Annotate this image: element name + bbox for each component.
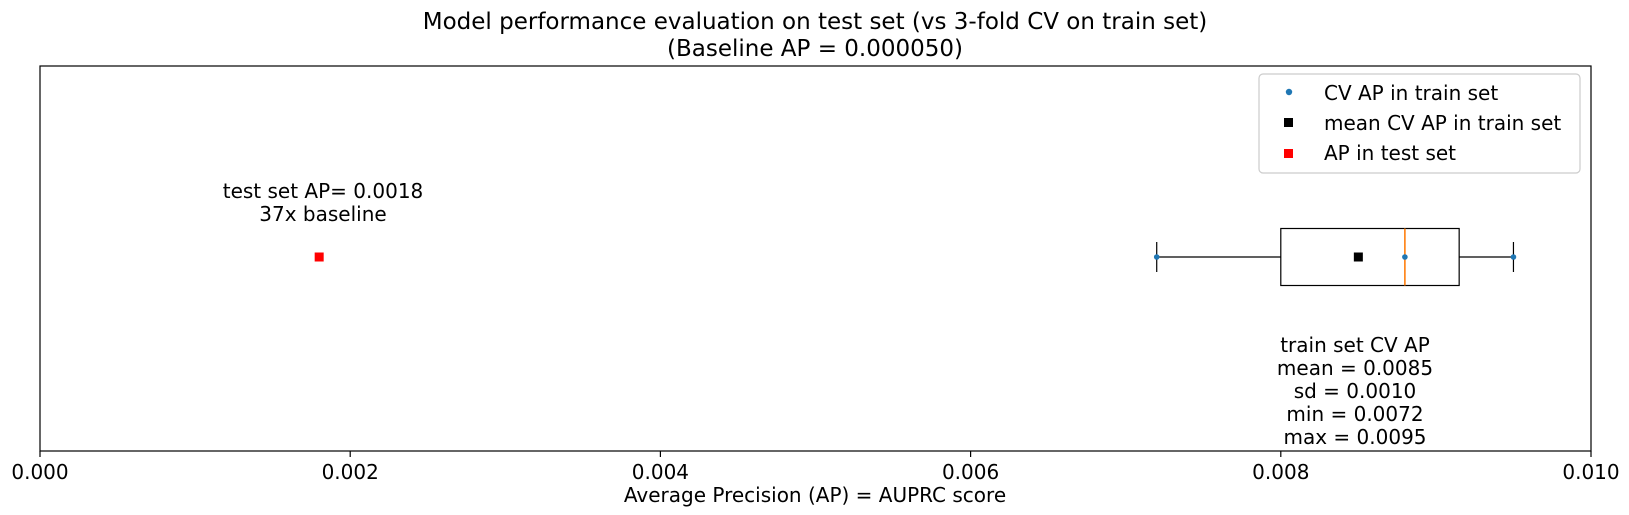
legend-label-test-ap: AP in test set bbox=[1324, 141, 1456, 165]
legend: CV AP in train set mean CV AP in train s… bbox=[1258, 73, 1581, 174]
x-tick-label: 0.006 bbox=[942, 460, 999, 484]
x-axis-label: Average Precision (AP) = AUPRC score bbox=[624, 483, 1006, 507]
chart-marks bbox=[314, 227, 1517, 287]
box-iqr bbox=[1280, 227, 1460, 287]
test-annotation-line1: test set AP= 0.0018 bbox=[223, 179, 424, 203]
x-tick-label: 0.004 bbox=[632, 460, 689, 484]
legend-label-cv-ap: CV AP in train set bbox=[1324, 81, 1498, 105]
train-annotation-line2: mean = 0.0085 bbox=[1277, 356, 1433, 380]
train-annotation-line3: sd = 0.0010 bbox=[1294, 379, 1417, 403]
train-annotation: train set CV AP mean = 0.0085 sd = 0.001… bbox=[1277, 333, 1433, 449]
train-annotation-line5: max = 0.0095 bbox=[1283, 425, 1426, 449]
test-ap-marker bbox=[314, 252, 324, 262]
chart-title-line2: (Baseline AP = 0.000050) bbox=[667, 36, 963, 62]
x-tick-label: 0.002 bbox=[322, 460, 379, 484]
x-tick-label: 0.010 bbox=[1562, 460, 1619, 484]
x-tick-label: 0.008 bbox=[1252, 460, 1309, 484]
legend-marker-mean-cv-ap bbox=[1284, 118, 1293, 127]
train-annotation-line4: min = 0.0072 bbox=[1286, 402, 1423, 426]
cv-ap-point bbox=[1510, 254, 1517, 260]
legend-frame bbox=[1258, 73, 1581, 174]
chart-title-line1: Model performance evaluation on test set… bbox=[423, 9, 1207, 35]
legend-label-mean-cv-ap: mean CV AP in train set bbox=[1324, 111, 1561, 135]
x-tick-label: 0.000 bbox=[11, 460, 68, 484]
cv-ap-point bbox=[1153, 254, 1160, 260]
x-axis: 0.000 0.002 0.004 0.006 0.008 0.010 bbox=[11, 451, 1620, 484]
train-annotation-line1: train set CV AP bbox=[1280, 333, 1430, 357]
cv-ap-point bbox=[1402, 254, 1408, 260]
mean-cv-ap-marker bbox=[1353, 252, 1363, 262]
legend-marker-cv-ap bbox=[1285, 88, 1293, 96]
plot-area bbox=[39, 65, 1592, 452]
legend-marker-test-ap bbox=[1284, 149, 1293, 158]
test-annotation-line2: 37x baseline bbox=[259, 202, 386, 226]
